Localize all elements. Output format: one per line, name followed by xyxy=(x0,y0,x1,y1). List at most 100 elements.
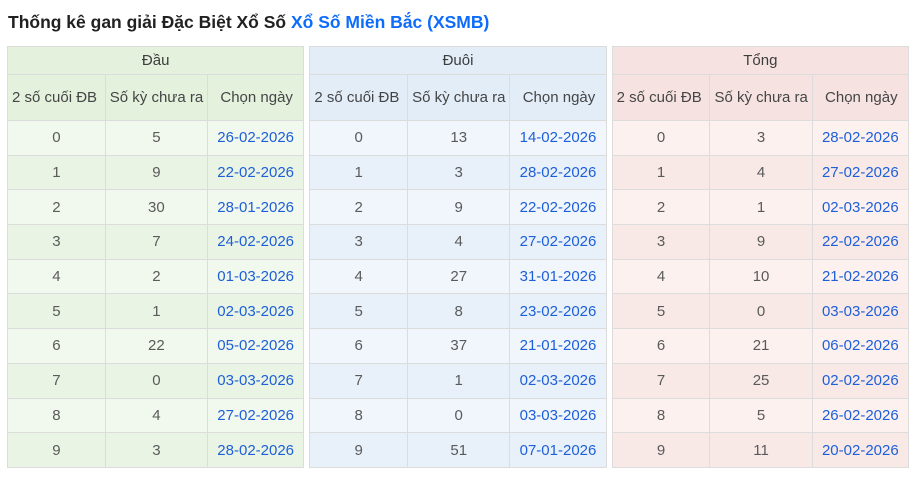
table-row: 3 4 27-02-2026 xyxy=(309,224,607,260)
gap-count-cell: 1 xyxy=(407,362,511,399)
column-header-gap: Số kỳ chưa ra xyxy=(104,74,209,121)
gap-count-cell: 37 xyxy=(407,328,511,364)
date-cell: 05-02-2026 xyxy=(206,328,305,364)
date-link[interactable]: 07-01-2026 xyxy=(519,441,597,459)
date-cell: 27-02-2026 xyxy=(811,154,909,191)
date-cell: 28-02-2026 xyxy=(206,432,305,468)
group-header-tong: Tổng xyxy=(611,46,909,75)
date-link[interactable]: 06-02-2026 xyxy=(821,337,899,355)
table-row: 3 9 22-02-2026 xyxy=(611,224,909,260)
gap-count-cell: 3 xyxy=(709,120,813,156)
date-link[interactable]: 01-03-2026 xyxy=(217,268,295,286)
table-row: 0 13 14-02-2026 xyxy=(309,120,607,156)
digit-cell: 5 xyxy=(611,293,711,330)
date-cell: 24-02-2026 xyxy=(206,224,305,260)
date-link[interactable]: 05-02-2026 xyxy=(217,337,295,355)
column-header-row: 2 số cuối ĐB Số kỳ chưa ra Chọn ngày xyxy=(7,74,305,121)
date-link[interactable]: 28-02-2026 xyxy=(821,129,899,147)
date-cell: 02-03-2026 xyxy=(811,189,909,226)
date-link[interactable]: 27-02-2026 xyxy=(519,233,597,251)
date-link[interactable]: 02-03-2026 xyxy=(821,198,899,216)
digit-cell: 2 xyxy=(309,189,409,226)
table-row: 1 9 22-02-2026 xyxy=(7,154,305,191)
digit-cell: 9 xyxy=(7,432,106,468)
column-header-row: 2 số cuối ĐB Số kỳ chưa ra Chọn ngày xyxy=(611,74,909,121)
gap-count-cell: 25 xyxy=(709,362,813,399)
page-title-link[interactable]: Xổ Số Miền Bắc (XSMB) xyxy=(290,12,490,32)
gap-count-cell: 2 xyxy=(104,258,209,295)
gap-count-cell: 5 xyxy=(104,120,209,156)
date-link[interactable]: 26-02-2026 xyxy=(217,129,295,147)
date-cell: 22-02-2026 xyxy=(509,189,607,226)
date-link[interactable]: 21-01-2026 xyxy=(519,337,597,355)
date-cell: 28-02-2026 xyxy=(811,120,909,156)
date-link[interactable]: 28-01-2026 xyxy=(217,198,295,216)
table-row: 8 0 03-03-2026 xyxy=(309,397,607,434)
gap-count-cell: 4 xyxy=(407,224,511,260)
date-link[interactable]: 21-02-2026 xyxy=(821,268,899,286)
column-header-last2: 2 số cuối ĐB xyxy=(611,74,711,121)
table-row: 3 7 24-02-2026 xyxy=(7,224,305,260)
dau-table: Đầu 2 số cuối ĐB Số kỳ chưa ra Chọn ngày… xyxy=(6,46,305,468)
date-link[interactable]: 27-02-2026 xyxy=(217,406,295,424)
gap-count-cell: 1 xyxy=(709,189,813,226)
date-cell: 27-02-2026 xyxy=(206,397,305,434)
table-row: 0 3 28-02-2026 xyxy=(611,120,909,156)
date-cell: 03-03-2026 xyxy=(509,397,607,434)
gap-count-cell: 51 xyxy=(407,432,511,468)
date-cell: 21-02-2026 xyxy=(811,258,909,295)
column-header-date: Chọn ngày xyxy=(811,74,909,121)
group-header-row: Đầu xyxy=(6,46,305,75)
date-link[interactable]: 03-03-2026 xyxy=(519,406,597,424)
table-row: 5 0 03-03-2026 xyxy=(611,293,909,330)
date-cell: 27-02-2026 xyxy=(509,224,607,260)
date-cell: 21-01-2026 xyxy=(509,328,607,364)
date-link[interactable]: 03-03-2026 xyxy=(217,372,295,390)
date-link[interactable]: 02-02-2026 xyxy=(821,372,899,390)
table-row: 5 8 23-02-2026 xyxy=(309,293,607,330)
date-link[interactable]: 02-03-2026 xyxy=(519,372,597,390)
table-row: 7 25 02-02-2026 xyxy=(611,362,909,399)
table-row: 4 27 31-01-2026 xyxy=(309,258,607,295)
date-link[interactable]: 23-02-2026 xyxy=(519,302,597,320)
date-link[interactable]: 03-03-2026 xyxy=(821,302,899,320)
date-link[interactable]: 20-02-2026 xyxy=(821,441,899,459)
table-row: 9 11 20-02-2026 xyxy=(611,432,909,468)
column-header-gap: Số kỳ chưa ra xyxy=(407,74,511,121)
date-link[interactable]: 24-02-2026 xyxy=(217,233,295,251)
date-link[interactable]: 28-02-2026 xyxy=(217,441,295,459)
gap-count-cell: 11 xyxy=(709,432,813,468)
date-link[interactable]: 22-02-2026 xyxy=(821,233,899,251)
group-header-row: Tổng xyxy=(611,46,909,75)
digit-cell: 3 xyxy=(309,224,409,260)
gap-count-cell: 27 xyxy=(407,258,511,295)
date-link[interactable]: 26-02-2026 xyxy=(821,406,899,424)
digit-cell: 8 xyxy=(309,397,409,434)
date-cell: 22-02-2026 xyxy=(811,224,909,260)
gap-count-cell: 3 xyxy=(104,432,209,468)
digit-cell: 0 xyxy=(7,120,106,156)
stats-tables-container: Đầu 2 số cuối ĐB Số kỳ chưa ra Chọn ngày… xyxy=(6,46,909,468)
date-link[interactable]: 28-02-2026 xyxy=(519,164,597,182)
table-row: 5 1 02-03-2026 xyxy=(7,293,305,330)
date-link[interactable]: 14-02-2026 xyxy=(519,129,597,147)
date-link[interactable]: 22-02-2026 xyxy=(519,198,597,216)
date-cell: 07-01-2026 xyxy=(509,432,607,468)
digit-cell: 7 xyxy=(611,362,711,399)
column-header-last2: 2 số cuối ĐB xyxy=(7,74,106,121)
group-header-dau: Đầu xyxy=(6,46,305,75)
digit-cell: 5 xyxy=(7,293,106,330)
date-link[interactable]: 02-03-2026 xyxy=(217,302,295,320)
date-cell: 22-02-2026 xyxy=(206,154,305,191)
digit-cell: 7 xyxy=(7,362,106,399)
gap-count-cell: 22 xyxy=(104,328,209,364)
digit-cell: 0 xyxy=(309,120,409,156)
date-cell: 01-03-2026 xyxy=(206,258,305,295)
gap-count-cell: 4 xyxy=(709,154,813,191)
gap-count-cell: 4 xyxy=(104,397,209,434)
date-cell: 20-02-2026 xyxy=(811,432,909,468)
digit-cell: 5 xyxy=(309,293,409,330)
date-link[interactable]: 27-02-2026 xyxy=(821,164,899,182)
date-link[interactable]: 31-01-2026 xyxy=(519,268,597,286)
date-link[interactable]: 22-02-2026 xyxy=(217,164,295,182)
